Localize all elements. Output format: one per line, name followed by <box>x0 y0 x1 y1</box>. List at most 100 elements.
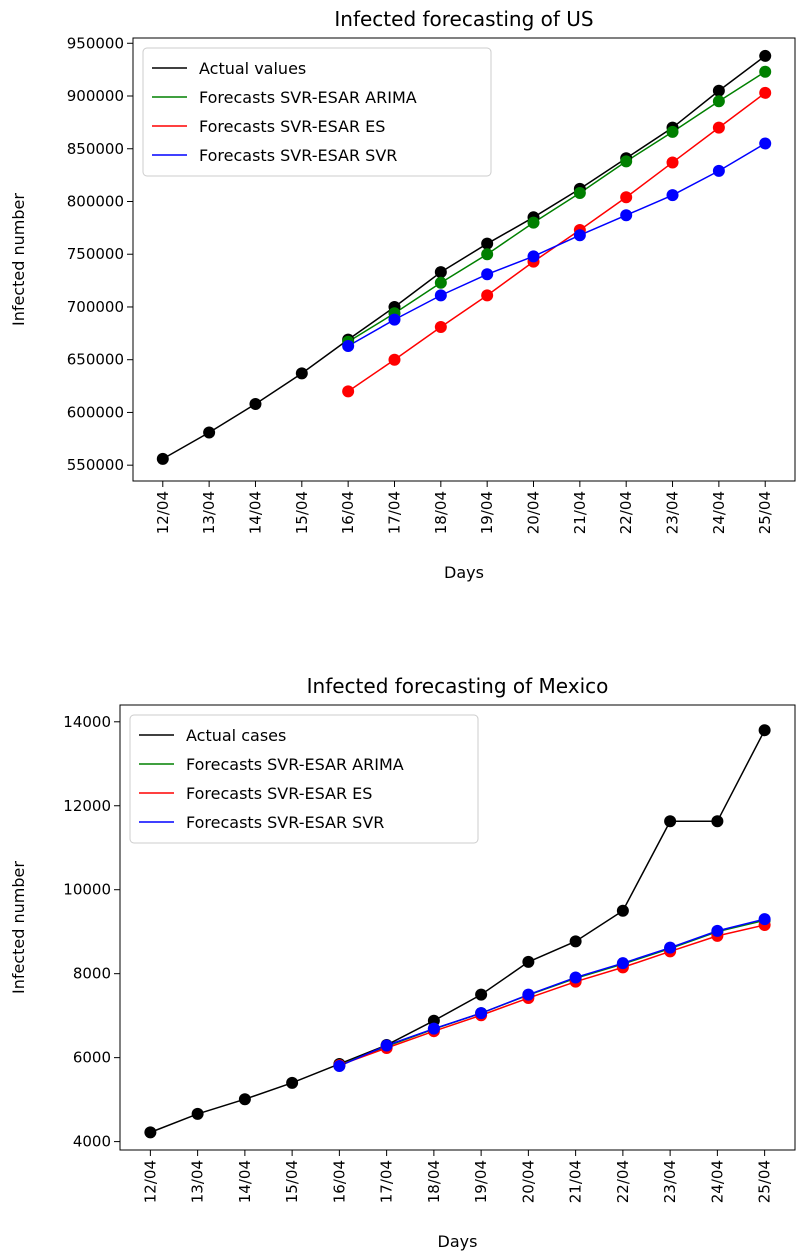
series-4-point <box>388 313 401 326</box>
x-tick-label: 21/04 <box>571 491 589 534</box>
series-4-point <box>616 957 629 970</box>
series-line-2 <box>347 71 766 343</box>
x-tick-label: 21/04 <box>567 1160 585 1203</box>
series-4-point <box>380 1039 393 1052</box>
x-tick-label: 19/04 <box>478 491 496 534</box>
y-tick-label: 8000 <box>73 965 111 983</box>
y-tick-label: 14000 <box>63 713 111 731</box>
y-tick-label: 750000 <box>67 245 124 263</box>
x-tick-label: 16/04 <box>339 491 357 534</box>
series-4-point <box>475 1007 488 1020</box>
series-2-point <box>620 155 633 168</box>
y-tick-label: 10000 <box>63 881 111 899</box>
series-3-point <box>759 86 772 99</box>
y-tick-label: 700000 <box>67 298 124 316</box>
legend-label: Forecasts SVR-ESAR ES <box>186 784 372 803</box>
x-tick-label: 15/04 <box>293 491 311 534</box>
chart-title: Infected forecasting of Mexico <box>307 674 609 698</box>
series-1-point <box>522 955 535 968</box>
y-tick-label: 900000 <box>67 87 124 105</box>
series-2-point <box>573 187 586 200</box>
series-1-point <box>203 426 216 439</box>
series-4-point <box>664 941 677 954</box>
legend-label: Forecasts SVR-ESAR SVR <box>199 146 397 165</box>
series-3-point <box>666 156 679 169</box>
legend-label: Actual values <box>199 59 306 78</box>
x-axis-label: Days <box>438 1232 478 1251</box>
series-line-3 <box>339 924 765 1066</box>
series-line-4 <box>347 142 766 347</box>
legend-label: Forecasts SVR-ESAR ARIMA <box>186 755 404 774</box>
series-3-point <box>712 121 725 134</box>
plot-frame <box>119 704 796 1151</box>
y-tick-label: 650000 <box>67 351 124 369</box>
series-2-point <box>666 125 679 138</box>
series-4-point <box>712 164 725 177</box>
series-1-point <box>664 815 677 828</box>
series-2-point <box>759 65 772 78</box>
x-tick-label: 20/04 <box>525 491 543 534</box>
series-1-point <box>434 266 447 279</box>
series-4-point <box>759 137 772 150</box>
series-3-point <box>388 353 401 366</box>
y-tick-label: 950000 <box>67 34 124 52</box>
x-tick-label: 13/04 <box>189 1160 207 1203</box>
x-tick-label: 24/04 <box>710 491 728 534</box>
series-1-point <box>712 84 725 97</box>
x-tick-label: 22/04 <box>617 491 635 534</box>
series-line-1 <box>150 729 766 1134</box>
y-tick-label: 600000 <box>67 403 124 421</box>
series-1-point <box>238 1093 251 1106</box>
series-1-point <box>475 988 488 1001</box>
series-2-point <box>527 216 540 229</box>
x-tick-label: 14/04 <box>246 491 264 534</box>
series-4-point <box>573 229 586 242</box>
series-4-point <box>427 1022 440 1035</box>
series-3-point <box>620 191 633 204</box>
series-4-point <box>527 250 540 263</box>
x-tick-label: 20/04 <box>519 1160 537 1203</box>
y-axis-label: Infected number <box>9 193 28 326</box>
series-2-point <box>434 276 447 289</box>
y-tick-label: 6000 <box>73 1049 111 1067</box>
series-3-point <box>342 385 355 398</box>
x-tick-label: 24/04 <box>708 1160 726 1203</box>
x-tick-label: 12/04 <box>141 1160 159 1203</box>
series-1-point <box>758 724 771 737</box>
plot-frame <box>132 37 796 482</box>
x-tick-label: 19/04 <box>472 1160 490 1203</box>
x-axis-label: Days <box>444 563 484 582</box>
series-4-point <box>342 339 355 352</box>
x-tick-label: 22/04 <box>614 1160 632 1203</box>
series-1-point <box>759 49 772 62</box>
series-line-1 <box>162 55 766 460</box>
y-tick-label: 4000 <box>73 1133 111 1151</box>
y-tick-label: 800000 <box>67 192 124 210</box>
x-tick-label: 15/04 <box>283 1160 301 1203</box>
x-tick-label: 25/04 <box>756 1160 774 1203</box>
chart-title: Infected forecasting of US <box>334 7 593 31</box>
x-tick-label: 16/04 <box>330 1160 348 1203</box>
legend-label: Actual cases <box>186 726 286 745</box>
x-tick-label: 25/04 <box>756 491 774 534</box>
y-tick-label: 850000 <box>67 140 124 158</box>
series-4-point <box>666 189 679 202</box>
series-4-point <box>711 924 724 937</box>
series-2-point <box>481 248 494 261</box>
chart-1: Infected forecasting of US 550000 600000 65… <box>9 7 796 582</box>
legend-label: Forecasts SVR-ESAR SVR <box>186 813 384 832</box>
chart-2: Infected forecasting of Mexico 4000 6000 80… <box>9 674 796 1251</box>
series-1-point <box>156 452 169 465</box>
x-tick-label: 17/04 <box>385 491 403 534</box>
series-1-point <box>249 398 262 411</box>
legend-frame <box>129 714 479 844</box>
series-1-point <box>191 1107 204 1120</box>
series-4-point <box>522 988 535 1001</box>
series-3-point <box>434 321 447 334</box>
series-4-point <box>481 268 494 281</box>
series-1-point <box>295 367 308 380</box>
x-tick-label: 18/04 <box>425 1160 443 1203</box>
legend-label: Forecasts SVR-ESAR ES <box>199 117 385 136</box>
series-1-point <box>286 1076 299 1089</box>
